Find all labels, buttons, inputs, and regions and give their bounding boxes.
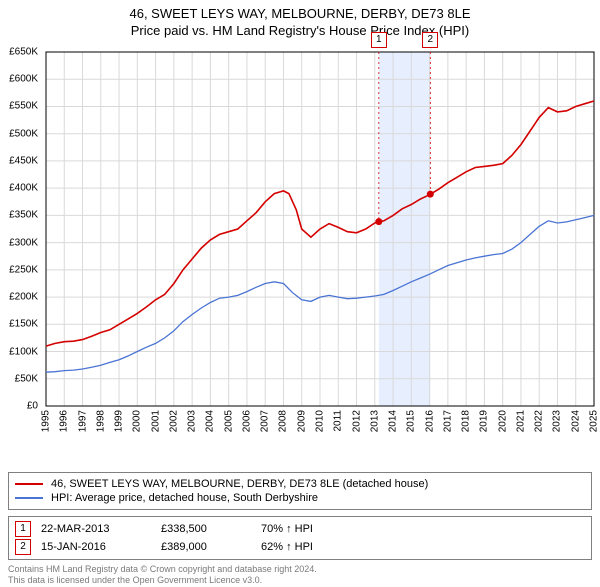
x-tick-label: 2010 bbox=[315, 410, 326, 432]
y-tick-label: £300K bbox=[9, 237, 38, 248]
x-tick-label: 2000 bbox=[132, 410, 143, 432]
legend-item-0: 46, SWEET LEYS WAY, MELBOURNE, DERBY, DE… bbox=[15, 477, 585, 491]
sales-row-1: 2 15-JAN-2016 £389,000 62% ↑ HPI bbox=[15, 538, 585, 556]
chart-area: £0£50K£100K£150K£200K£250K£300K£350K£400… bbox=[40, 46, 600, 436]
sale-marker-1: 2 bbox=[15, 539, 31, 555]
chart-title: 46, SWEET LEYS WAY, MELBOURNE, DERBY, DE… bbox=[0, 6, 600, 21]
y-tick-label: £450K bbox=[9, 155, 38, 166]
plot-group bbox=[46, 52, 594, 406]
footer-line-1: Contains HM Land Registry data © Crown c… bbox=[8, 564, 592, 575]
sale-price-0: £338,500 bbox=[161, 523, 251, 535]
y-tick-label: £600K bbox=[9, 74, 38, 85]
x-tick-label: 2025 bbox=[589, 410, 600, 432]
y-tick-label: £650K bbox=[9, 47, 38, 58]
y-tick-label: £100K bbox=[9, 346, 38, 357]
y-tick-label: £0 bbox=[27, 401, 38, 412]
x-tick-label: 1996 bbox=[59, 410, 70, 432]
x-tick-label: 2021 bbox=[515, 410, 526, 432]
legend-swatch-1 bbox=[15, 497, 43, 499]
sales-row-0: 1 22-MAR-2013 £338,500 70% ↑ HPI bbox=[15, 520, 585, 538]
legend-text-1: HPI: Average price, detached house, Sout… bbox=[51, 492, 318, 504]
x-tick-label: 1997 bbox=[77, 410, 88, 432]
x-tick-label: 2014 bbox=[388, 410, 399, 432]
x-tick-label: 2004 bbox=[205, 410, 216, 432]
line-chart-svg bbox=[40, 46, 600, 436]
chart-container: 46, SWEET LEYS WAY, MELBOURNE, DERBY, DE… bbox=[0, 0, 600, 560]
sale-date-1: 15-JAN-2016 bbox=[41, 541, 151, 553]
y-tick-label: £500K bbox=[9, 128, 38, 139]
y-tick-label: £200K bbox=[9, 292, 38, 303]
x-tick-label: 2018 bbox=[461, 410, 472, 432]
sale-pct-1: 62% ↑ HPI bbox=[261, 541, 351, 553]
x-tick-label: 2016 bbox=[424, 410, 435, 432]
chart-subtitle: Price paid vs. HM Land Registry's House … bbox=[0, 23, 600, 38]
x-tick-label: 1998 bbox=[95, 410, 106, 432]
x-tick-label: 1995 bbox=[41, 410, 52, 432]
x-tick-label: 2007 bbox=[260, 410, 271, 432]
x-tick-label: 2023 bbox=[552, 410, 563, 432]
y-tick-label: £150K bbox=[9, 319, 38, 330]
y-tick-label: £400K bbox=[9, 183, 38, 194]
sale-date-0: 22-MAR-2013 bbox=[41, 523, 151, 535]
footer-line-2: This data is licensed under the Open Gov… bbox=[8, 575, 592, 586]
x-tick-label: 2008 bbox=[278, 410, 289, 432]
x-tick-label: 2012 bbox=[351, 410, 362, 432]
legend-item-1: HPI: Average price, detached house, Sout… bbox=[15, 491, 585, 505]
x-tick-label: 2006 bbox=[241, 410, 252, 432]
sale-marker-flag: 2 bbox=[422, 32, 438, 48]
legend-swatch-0 bbox=[15, 483, 43, 485]
y-tick-label: £250K bbox=[9, 264, 38, 275]
legend: 46, SWEET LEYS WAY, MELBOURNE, DERBY, DE… bbox=[8, 472, 592, 510]
y-tick-label: £350K bbox=[9, 210, 38, 221]
y-tick-label: £50K bbox=[15, 373, 38, 384]
sale-price-1: £389,000 bbox=[161, 541, 251, 553]
legend-text-0: 46, SWEET LEYS WAY, MELBOURNE, DERBY, DE… bbox=[51, 478, 428, 490]
x-tick-label: 2019 bbox=[479, 410, 490, 432]
x-tick-label: 2015 bbox=[406, 410, 417, 432]
x-tick-label: 2009 bbox=[296, 410, 307, 432]
x-tick-label: 2003 bbox=[187, 410, 198, 432]
sale-marker-0: 1 bbox=[15, 521, 31, 537]
title-block: 46, SWEET LEYS WAY, MELBOURNE, DERBY, DE… bbox=[0, 0, 600, 38]
x-tick-label: 2022 bbox=[534, 410, 545, 432]
x-tick-label: 2005 bbox=[223, 410, 234, 432]
x-tick-label: 1999 bbox=[114, 410, 125, 432]
sale-marker-flag: 1 bbox=[371, 32, 387, 48]
footer-attribution: Contains HM Land Registry data © Crown c… bbox=[8, 564, 592, 587]
x-tick-label: 2024 bbox=[570, 410, 581, 432]
x-tick-label: 2020 bbox=[497, 410, 508, 432]
y-tick-label: £550K bbox=[9, 101, 38, 112]
sale-pct-0: 70% ↑ HPI bbox=[261, 523, 351, 535]
sales-table: 1 22-MAR-2013 £338,500 70% ↑ HPI 2 15-JA… bbox=[8, 516, 592, 560]
x-tick-label: 2001 bbox=[150, 410, 161, 432]
x-tick-label: 2017 bbox=[442, 410, 453, 432]
x-tick-label: 2002 bbox=[168, 410, 179, 432]
x-tick-label: 2013 bbox=[369, 410, 380, 432]
y-axis-labels: £0 £50K £100K £150K £200K £250K £300K £350K £400… bbox=[0, 46, 40, 436]
x-tick-label: 2011 bbox=[333, 410, 344, 432]
